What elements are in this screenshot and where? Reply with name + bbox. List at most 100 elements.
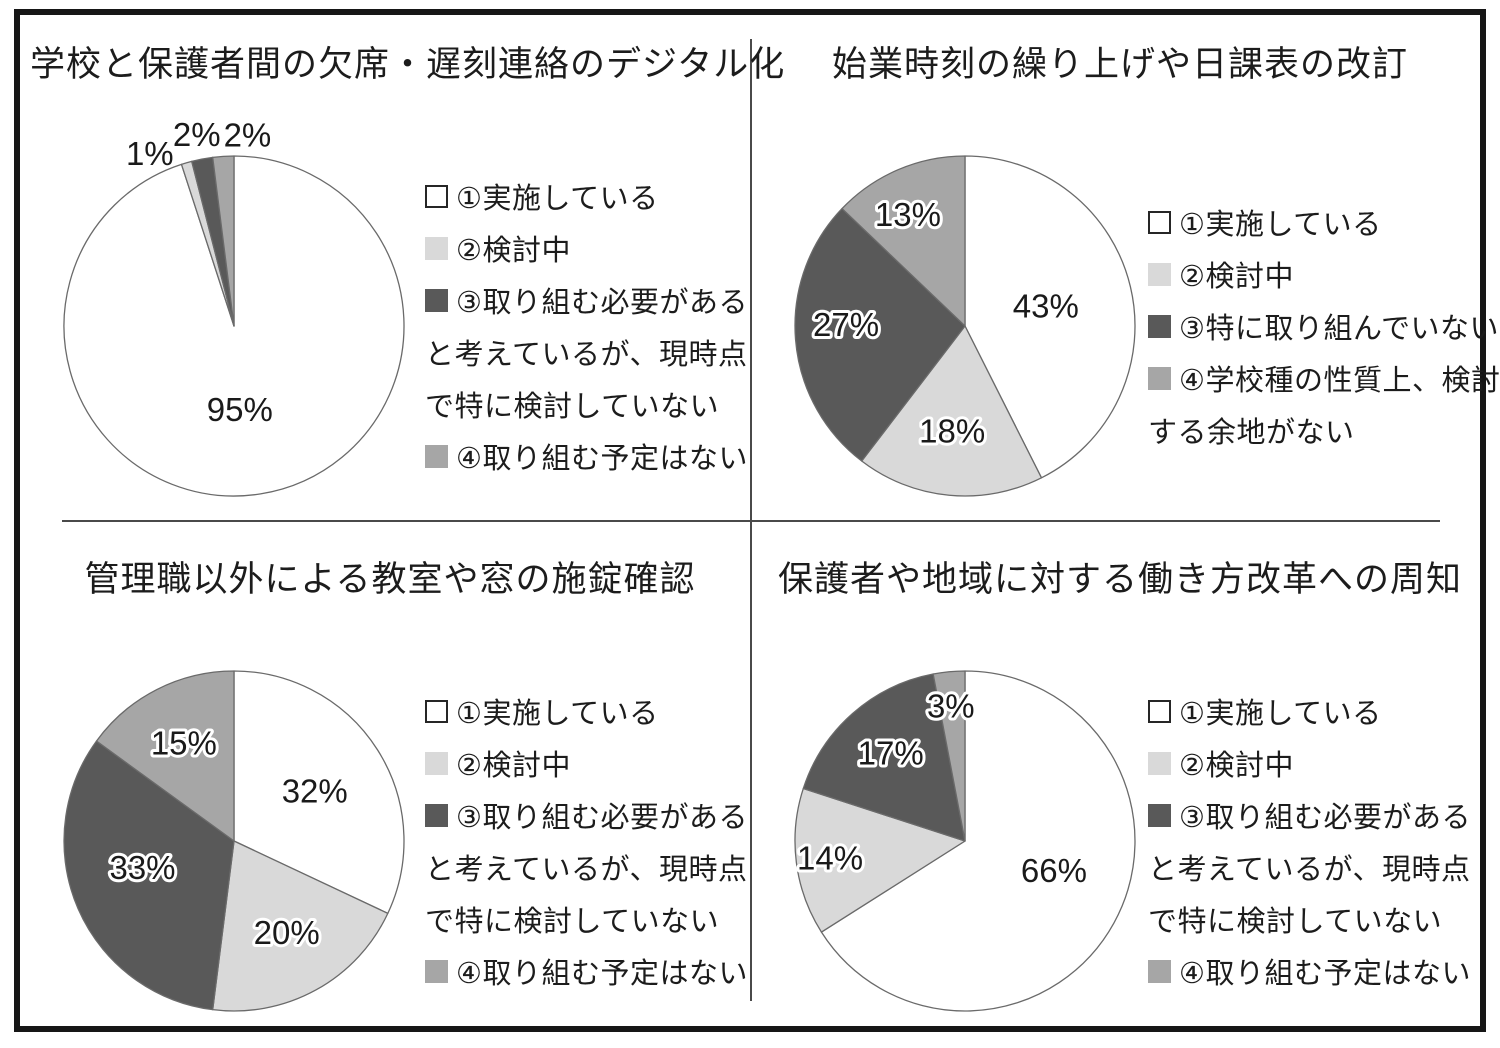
legend-line: ④取り組む予定はない (425, 945, 760, 997)
pie-slice-4 (932, 670, 966, 842)
legend-line: ③特に取り組んでいない (1148, 300, 1499, 352)
legend-label: ②検討中 (456, 235, 571, 267)
pie-slice-2 (212, 840, 389, 1012)
legend-label: ③取り組む必要がある (456, 287, 748, 319)
pie-slice-1 (233, 670, 405, 915)
pie-chart-4: 66% 14% 17%3% (794, 670, 1136, 1012)
outer-border (14, 9, 1486, 1032)
legend-label: ④取り組む予定はない (1179, 958, 1471, 990)
pie-data-label: 17% (858, 734, 924, 771)
legend-swatch-icon (1148, 959, 1171, 983)
legend-label: ②検討中 (456, 750, 571, 782)
legend-line: ②検討中 (1148, 248, 1483, 300)
legend-line: ④取り組む予定はない (1148, 945, 1483, 997)
legend-label: ③特に取り組んでいない (1179, 313, 1500, 345)
legend-swatch-icon (1148, 803, 1171, 827)
pie-data-label: 20% (254, 914, 320, 951)
legend-label: ④取り組む予定はない (456, 443, 748, 475)
pie-slice-3 (794, 207, 966, 462)
pie-chart-3: 32% 20% 33% 15% (63, 670, 405, 1012)
legend-label: する余地がない (1148, 417, 1355, 449)
legend-label: ④学校種の性質上、検討 (1179, 365, 1500, 397)
legend-4: ①実施している ②検討中 ③取り組む必要があると考えているが、現時点 で特に検討してい… (1148, 685, 1483, 997)
pie-chart-1: 95%1%2% 2% (63, 116, 405, 497)
legend-swatch-icon (1148, 210, 1171, 234)
legend-swatch-icon (425, 236, 448, 260)
legend-label: と考えているが、現時点 (425, 339, 748, 371)
legend-swatch-icon (425, 959, 448, 983)
chart-title-2: 始業時刻の繰り上げや日課表の改訂 (831, 45, 1408, 84)
legend-line: ②検討中 (1148, 737, 1483, 789)
pie-data-label: 27% (813, 306, 879, 343)
pie-slice-4 (841, 155, 966, 327)
legend-label: と考えているが、現時点 (1148, 854, 1471, 886)
legend-label: で特に検討していない (1148, 906, 1443, 938)
pie-slice-4 (95, 670, 235, 842)
pie-slice-3 (63, 740, 235, 1011)
legend-label: ①実施している (456, 698, 659, 730)
legend-line: ①実施している (1148, 685, 1483, 737)
legend-swatch-icon (425, 803, 448, 827)
pie-data-label: 15% (151, 724, 217, 761)
chart-title-4: 保護者や地域に対する働き方改革への周知 (777, 560, 1462, 599)
legend-1: ①実施している ②検討中 ③取り組む必要があると考えているが、現時点で特に検討してい… (425, 170, 760, 482)
legend-line: で特に検討していない (425, 378, 760, 430)
legend-line: で特に検討していない (1148, 893, 1483, 945)
pie-slice-1 (63, 155, 405, 497)
pie-data-label: 3% (927, 688, 975, 725)
legend-label: ③取り組む必要がある (1179, 802, 1471, 834)
horizontal-divider (62, 520, 1440, 522)
pie-data-label: 32% (282, 772, 348, 809)
legend-label: ④取り組む予定はない (456, 958, 748, 990)
pie-slice-2 (794, 787, 966, 933)
legend-label: と考えているが、現時点 (425, 854, 748, 886)
legend-2: ①実施している ②検討中 ③特に取り組んでいない ④学校種の性質上、検討する余地がない (1148, 196, 1500, 456)
legend-label: で特に検討していない (425, 906, 720, 938)
legend-label: ③取り組む必要がある (456, 802, 748, 834)
pie-data-label: 66% (1021, 852, 1087, 889)
legend-line: ③取り組む必要がある (425, 274, 760, 326)
legend-label: ①実施している (456, 183, 659, 215)
pie-data-label: 43% (1013, 288, 1079, 325)
legend-swatch-icon (425, 184, 448, 208)
legend-swatch-icon (425, 699, 448, 723)
legend-line: する余地がない (1148, 404, 1483, 456)
legend-line: と考えているが、現時点 (425, 326, 760, 378)
legend-swatch-icon (425, 751, 448, 775)
legend-swatch-icon (1148, 699, 1171, 723)
legend-line: ①実施している (425, 685, 760, 737)
chart-title-1: 学校と保護者間の欠席・遅刻連絡のデジタル化 (30, 45, 786, 84)
legend-line: ②検討中 (425, 737, 760, 789)
pie-data-label: 18% (919, 412, 985, 449)
pie-slice-2 (861, 325, 1043, 497)
legend-line: ①実施している (1148, 196, 1483, 248)
legend-line: と考えているが、現時点 (1148, 841, 1483, 893)
legend-swatch-icon (425, 444, 448, 468)
pie-data-label: 2% (173, 116, 221, 153)
legend-swatch-icon (1148, 314, 1171, 338)
pie-chart-2: 43% 18% 27% 13% (794, 155, 1136, 497)
legend-swatch-icon (1148, 366, 1171, 390)
chart-title-3: 管理職以外による教室や窓の施錠確認 (84, 560, 696, 599)
pie-data-label: 13% (875, 196, 941, 233)
legend-line: ④学校種の性質上、検討 (1148, 352, 1500, 404)
pie-data-label: 95% (207, 391, 273, 428)
legend-swatch-icon (425, 288, 448, 312)
pie-slice-3 (802, 673, 966, 842)
legend-line: で特に検討していない (425, 893, 760, 945)
legend-line: ③取り組む必要がある (1148, 789, 1483, 841)
legend-swatch-icon (1148, 262, 1171, 286)
pie-slice-1 (820, 670, 1136, 1012)
legend-3: ①実施している ②検討中 ③取り組む必要があると考えているが、現時点 で特に検討してい… (425, 685, 760, 997)
pie-data-label: 2% (224, 116, 272, 153)
legend-label: ②検討中 (1179, 261, 1294, 293)
legend-line: と考えているが、現時点 (425, 841, 760, 893)
pie-data-label: 1% (126, 135, 174, 172)
legend-label: ①実施している (1179, 698, 1382, 730)
legend-line: ②検討中 (425, 222, 760, 274)
legend-swatch-icon (1148, 751, 1171, 775)
pie-slice-4 (212, 155, 235, 327)
legend-line: ①実施している (425, 170, 760, 222)
legend-line: ③取り組む必要がある (425, 789, 760, 841)
legend-label: ②検討中 (1179, 750, 1294, 782)
